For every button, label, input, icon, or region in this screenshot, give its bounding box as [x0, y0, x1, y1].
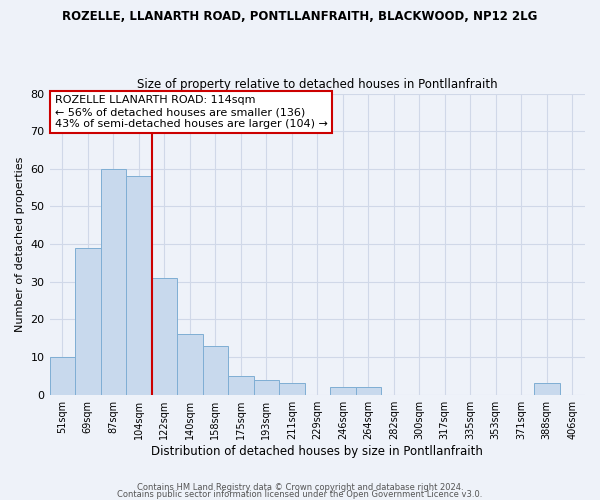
Bar	[330, 387, 356, 394]
Bar	[177, 334, 203, 394]
Text: Contains HM Land Registry data © Crown copyright and database right 2024.: Contains HM Land Registry data © Crown c…	[137, 484, 463, 492]
Text: ROZELLE, LLANARTH ROAD, PONTLLANFRAITH, BLACKWOOD, NP12 2LG: ROZELLE, LLANARTH ROAD, PONTLLANFRAITH, …	[62, 10, 538, 23]
X-axis label: Distribution of detached houses by size in Pontllanfraith: Distribution of detached houses by size …	[151, 444, 483, 458]
Bar	[75, 248, 101, 394]
Bar	[152, 278, 177, 394]
Text: Contains public sector information licensed under the Open Government Licence v3: Contains public sector information licen…	[118, 490, 482, 499]
Bar	[203, 346, 228, 395]
Y-axis label: Number of detached properties: Number of detached properties	[15, 156, 25, 332]
Bar	[228, 376, 254, 394]
Bar	[279, 384, 305, 394]
Bar	[101, 169, 126, 394]
Bar	[50, 357, 75, 395]
Title: Size of property relative to detached houses in Pontllanfraith: Size of property relative to detached ho…	[137, 78, 497, 91]
Text: ROZELLE LLANARTH ROAD: 114sqm
← 56% of detached houses are smaller (136)
43% of : ROZELLE LLANARTH ROAD: 114sqm ← 56% of d…	[55, 96, 328, 128]
Bar	[356, 387, 381, 394]
Bar	[534, 384, 560, 394]
Bar	[126, 176, 152, 394]
Bar	[254, 380, 279, 394]
